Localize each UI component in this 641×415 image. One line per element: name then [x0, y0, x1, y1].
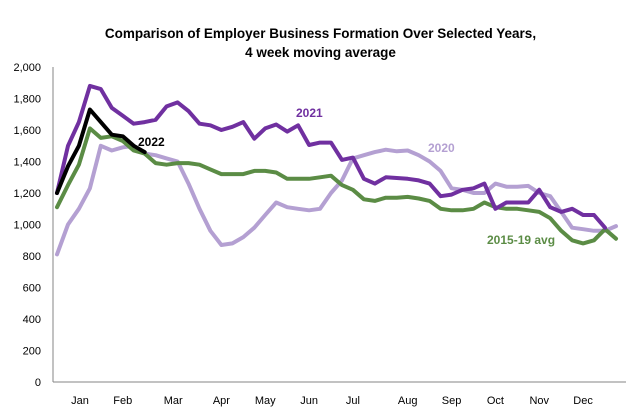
x-tick-label: Jan — [71, 395, 89, 407]
x-tick-label: Sep — [442, 395, 462, 407]
series-label-2022: 2022 — [138, 135, 165, 149]
chart-title-line2: 4 week moving average — [245, 45, 396, 60]
y-tick-label: 1,400 — [13, 157, 41, 169]
y-tick-label: 1,200 — [13, 188, 41, 200]
x-tick-label: May — [255, 395, 276, 407]
y-tick-label: 1,800 — [13, 94, 41, 106]
y-tick-label: 800 — [23, 251, 41, 263]
x-tick-label: Apr — [213, 395, 230, 407]
series-line-2015-19-avg — [55, 126, 618, 246]
y-tick-label: 1,600 — [13, 125, 41, 137]
series-line-2022 — [55, 107, 147, 195]
chart-title-line1: Comparison of Employer Business Formatio… — [104, 26, 537, 41]
y-tick-label: 2,000 — [13, 62, 41, 74]
series-line-2021 — [55, 83, 607, 230]
y-tick-label: 0 — [35, 377, 41, 389]
y-tick-label: 600 — [23, 283, 41, 295]
x-tick-label: Jul — [346, 395, 360, 407]
series-label-2015-19-avg: 2015-19 avg — [487, 233, 555, 247]
x-tick-label: Dec — [573, 395, 593, 407]
x-tick-label: Feb — [113, 395, 132, 407]
x-tick-label: Aug — [398, 395, 418, 407]
x-tick-label: Mar — [164, 395, 183, 407]
series-label-2021: 2021 — [296, 106, 323, 120]
y-tick-label: 1,000 — [13, 220, 41, 232]
series-label-2020: 2020 — [428, 141, 455, 155]
y-tick-label: 400 — [23, 314, 41, 326]
series-line-2020 — [55, 143, 618, 257]
y-tick-label: 200 — [23, 346, 41, 358]
x-tick-label: Jun — [300, 395, 318, 407]
x-tick-label: Nov — [529, 395, 549, 407]
x-tick-label: Oct — [487, 395, 504, 407]
